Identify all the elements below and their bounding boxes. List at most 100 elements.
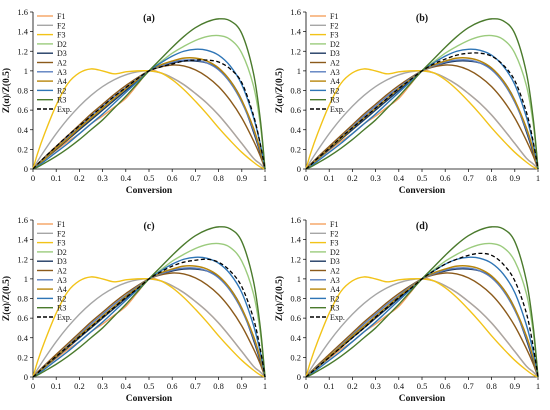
x-tick-label: 0: [31, 381, 35, 391]
x-axis-label: Conversion: [399, 394, 446, 404]
series-line-r3: [305, 226, 539, 378]
x-tick-label: 0.1: [324, 381, 335, 391]
y-tick-label: 0.8: [290, 86, 301, 96]
y-axis-label: Z(α)/Z(0.5): [1, 276, 12, 321]
series-line-d3: [32, 268, 266, 378]
legend-label: R2: [330, 86, 339, 95]
x-tick-label: 0.4: [393, 173, 404, 183]
legend-label: R3: [57, 304, 66, 313]
legend-label: D3: [57, 257, 67, 266]
series-line-a3: [32, 59, 266, 170]
x-tick-label: 0.8: [213, 381, 224, 391]
y-tick-label: 0.8: [17, 294, 28, 304]
x-tick-label: 0.9: [236, 381, 247, 391]
chart-panel-0: 0 0.1 0.2 0.3 0.4 0.5 0.6 0.7 0.8 0.9 1 0 0.2 0.4 0.6 0…: [1, 7, 267, 196]
x-tick-label: 0.9: [509, 173, 520, 183]
x-tick-label: 0.6: [167, 173, 178, 183]
x-tick-label: 1: [263, 173, 267, 183]
series-line-a3: [305, 59, 539, 170]
y-tick-label: 1: [297, 66, 301, 76]
legend-label: F2: [330, 21, 338, 30]
x-tick-label: 0.4: [120, 381, 131, 391]
y-tick-label: 1.6: [17, 7, 28, 17]
legend-label: Exp.: [57, 313, 72, 322]
y-tick-label: 0.2: [17, 352, 28, 362]
legend-label: A2: [330, 59, 340, 68]
legend-label: A3: [330, 276, 340, 285]
x-tick-label: 0.6: [440, 173, 451, 183]
y-tick-label: 0.2: [17, 144, 28, 154]
legend-label: Exp.: [330, 313, 345, 322]
y-tick-label: 0.4: [17, 333, 28, 343]
x-tick-label: 0.5: [417, 381, 428, 391]
x-tick-label: 0.9: [236, 173, 247, 183]
x-tick-label: 0.5: [144, 381, 155, 391]
y-tick-label: 1.4: [17, 235, 28, 245]
x-tick-label: 0.1: [324, 173, 335, 183]
x-tick-label: 0.2: [347, 381, 358, 391]
x-axis-label: Conversion: [126, 186, 173, 196]
y-tick-label: 0: [24, 164, 28, 174]
series-line-a3: [305, 267, 539, 378]
series-line-a3: [32, 267, 266, 378]
x-tick-label: 0.4: [393, 381, 404, 391]
legend-label: A2: [57, 59, 67, 68]
series-line-f2: [305, 70, 539, 170]
series-line-exp: [305, 252, 539, 378]
legend-label: D3: [330, 49, 340, 58]
legend-label: F1: [330, 220, 338, 229]
panel-label: (a): [143, 13, 155, 24]
y-axis-label: Z(α)/Z(0.5): [1, 68, 12, 113]
x-tick-label: 0.6: [440, 381, 451, 391]
y-tick-label: 1.4: [17, 27, 28, 37]
series-line-exp: [32, 59, 266, 170]
y-tick-label: 1.6: [290, 7, 301, 17]
y-tick-label: 0.8: [290, 294, 301, 304]
legend-label: A4: [57, 285, 67, 294]
chart-panel-1: 0 0.1 0.2 0.3 0.4 0.5 0.6 0.7 0.8 0.9 1 0 0.2 0.4 0.6 0…: [274, 7, 540, 196]
x-tick-label: 0.2: [347, 173, 358, 183]
y-tick-label: 1.6: [17, 215, 28, 225]
x-tick-label: 0.3: [370, 381, 381, 391]
legend-label: R2: [330, 294, 339, 303]
x-tick-label: 0.7: [463, 173, 474, 183]
y-tick-label: 1.4: [290, 235, 301, 245]
series-line-d3: [305, 268, 539, 378]
y-tick-label: 0.4: [17, 125, 28, 135]
x-tick-label: 0.6: [167, 381, 178, 391]
x-tick-label: 0.3: [97, 173, 108, 183]
legend-label: A2: [57, 267, 67, 276]
legend-label: D3: [330, 257, 340, 266]
legend-label: A4: [57, 77, 67, 86]
chart-panel-3: 0 0.1 0.2 0.3 0.4 0.5 0.6 0.7 0.8 0.9 1 0 0.2 0.4 0.6 0…: [274, 215, 540, 404]
series-line-exp: [305, 52, 539, 170]
x-axis-label: Conversion: [126, 394, 173, 404]
y-tick-label: 1.2: [290, 46, 301, 56]
x-axis-label: Conversion: [399, 186, 446, 196]
legend-label: Exp.: [330, 105, 345, 114]
x-tick-label: 0.3: [370, 173, 381, 183]
y-tick-label: 0.6: [17, 105, 28, 115]
legend-label: F3: [330, 239, 338, 248]
legend-label: D2: [57, 248, 67, 257]
y-tick-label: 0.6: [17, 313, 28, 323]
legend-label: F3: [330, 31, 338, 40]
legend-label: F3: [57, 31, 65, 40]
x-tick-label: 0.1: [51, 173, 62, 183]
x-tick-label: 0.8: [213, 173, 224, 183]
y-tick-label: 0: [297, 372, 301, 382]
y-axis-label: Z(α)/Z(0.5): [274, 68, 285, 113]
y-axis-label: Z(α)/Z(0.5): [274, 276, 285, 321]
y-tick-label: 0.6: [290, 105, 301, 115]
x-tick-label: 0: [304, 381, 308, 391]
y-tick-label: 1: [24, 66, 28, 76]
y-tick-label: 1.6: [290, 215, 301, 225]
y-tick-label: 0: [24, 372, 28, 382]
chart-panel-2: 0 0.1 0.2 0.3 0.4 0.5 0.6 0.7 0.8 0.9 1 0 0.2 0.4 0.6 0…: [1, 215, 267, 404]
y-tick-label: 1: [297, 274, 301, 284]
legend-label: R3: [330, 96, 339, 105]
x-tick-label: 0.5: [144, 173, 155, 183]
legend-label: F2: [57, 21, 65, 30]
x-tick-label: 0.7: [190, 381, 201, 391]
x-tick-label: 0: [31, 173, 35, 183]
